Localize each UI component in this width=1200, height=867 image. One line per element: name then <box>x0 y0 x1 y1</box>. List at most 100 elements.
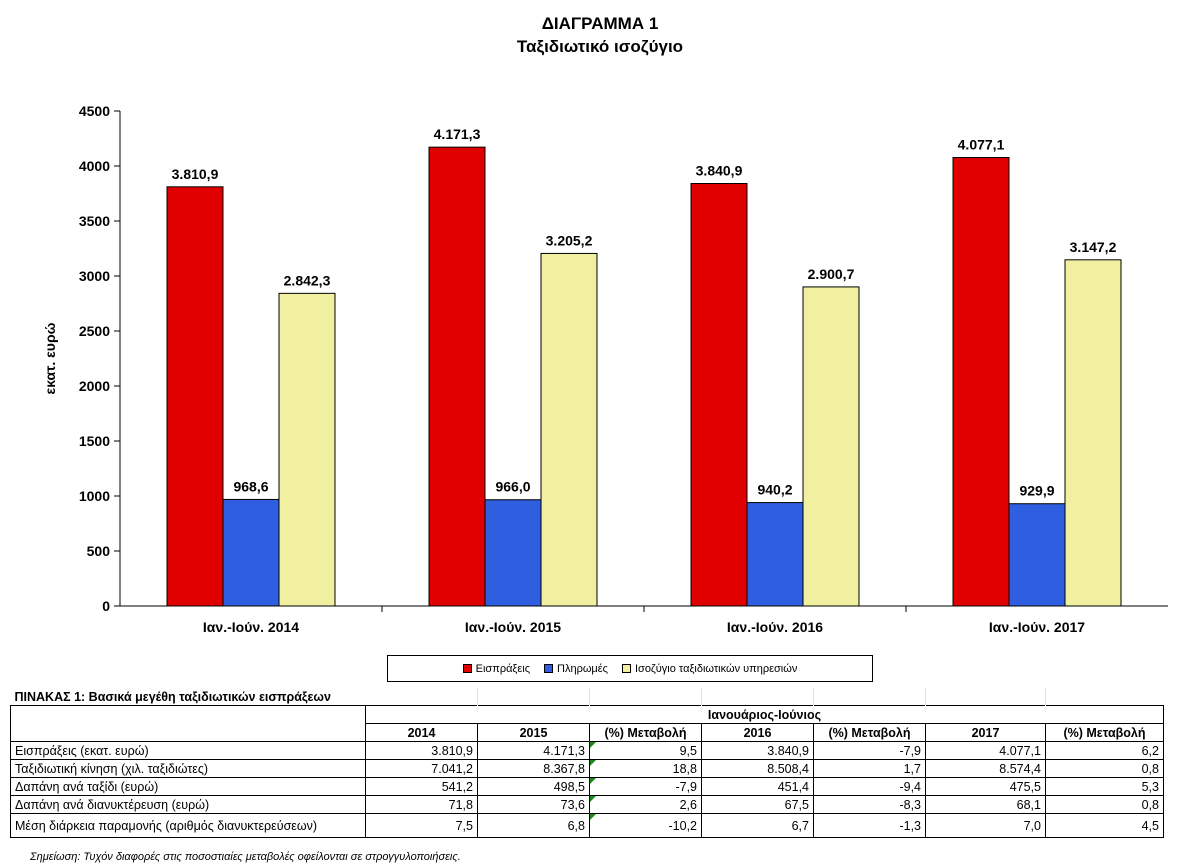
bar-value-label: 3.810,9 <box>172 166 219 182</box>
table-row: Δαπάνη ανά διανυκτέρευση (ευρώ) 71,8 73,… <box>10 795 1164 814</box>
table-cell: 6,7 <box>701 813 814 838</box>
legend-swatch-receipts <box>462 664 472 673</box>
table-cell: 1,7 <box>813 759 926 778</box>
table-cell: 5,3 <box>1045 777 1164 796</box>
bar-balance <box>540 252 598 607</box>
chart-subtitle: Ταξιδιωτικό ισοζύγιο <box>516 37 684 56</box>
row-label: Ταξιδιωτική κίνηση (χιλ. ταξιδιώτες) <box>10 759 366 778</box>
bar-value-label: 968,6 <box>233 478 268 494</box>
table-cell: -9,4 <box>813 777 926 796</box>
bar-receipts <box>952 157 1010 607</box>
bar-payments <box>1008 503 1066 607</box>
table-cell: 6,2 <box>1045 741 1164 760</box>
bar-value-label: 4.171,3 <box>434 126 481 142</box>
bar-value-label: 4.077,1 <box>958 137 1005 153</box>
row-label: Εισπράξεις (εκατ. ευρώ) <box>10 741 366 760</box>
table-cell: 8.574,4 <box>925 759 1046 778</box>
bar-value-label: 3.840,9 <box>696 163 743 179</box>
table-cell: -10,2 <box>589 813 702 838</box>
legend-label-receipts: Εισπράξεις <box>475 662 531 675</box>
legend-item-balance: Ισοζύγιο ταξιδιωτικών υπηρεσιών <box>621 662 798 675</box>
legend-label-balance: Ισοζύγιο ταξιδιωτικών υπηρεσιών <box>634 662 798 675</box>
y-tick-label: 3500 <box>79 213 110 229</box>
chart-legend: Εισπράξεις Πληρωμές Ισοζύγιο ταξιδιωτικώ… <box>387 655 873 682</box>
table-cell: 4,5 <box>1045 813 1164 838</box>
table-cell: 0,8 <box>1045 759 1164 778</box>
y-tick-label: 1500 <box>79 433 110 449</box>
y-tick-label: 3000 <box>79 268 110 284</box>
table-cell: 18,8 <box>589 759 702 778</box>
bar-payments <box>746 502 804 607</box>
table-cell: 68,1 <box>925 795 1046 814</box>
bar-value-label: 3.147,2 <box>1070 239 1117 255</box>
bar-balance <box>802 286 860 607</box>
table-cell: 7.041,2 <box>365 759 478 778</box>
col-header-2016: 2016 <box>701 723 814 742</box>
col-header-change-2016: (%) Μεταβολή <box>813 723 926 742</box>
table-cell: 8.367,8 <box>477 759 590 778</box>
bar-balance <box>1064 259 1122 607</box>
row-label: Δαπάνη ανά ταξίδι (ευρώ) <box>10 777 366 796</box>
table-caption-row: ΠΙΝΑΚΑΣ 1: Βασικά μεγέθη ταξιδιωτικών ει… <box>11 688 1164 706</box>
table-cell: 475,5 <box>925 777 1046 796</box>
table-cell: 6,8 <box>477 813 590 838</box>
x-tick-label: Ιαν.-Ιούν. 2015 <box>465 619 561 635</box>
y-tick-label: 4000 <box>79 158 110 174</box>
bar-value-label: 2.900,7 <box>808 266 855 282</box>
table-cell: 8.508,4 <box>701 759 814 778</box>
table-row: Μέση διάρκεια παραμονής (αριθμός διανυκτ… <box>10 813 1164 838</box>
table-cell: 0,8 <box>1045 795 1164 814</box>
bar-balance <box>278 292 336 607</box>
table-row: Δαπάνη ανά ταξίδι (ευρώ) 541,2 498,5 -7,… <box>10 777 1164 796</box>
chart-title: ΔΙΑΓΡΑΜΜΑ 1 <box>541 14 659 33</box>
bar-value-label: 966,0 <box>495 479 530 495</box>
table-cell: 7,5 <box>365 813 478 838</box>
table-group-header: Ιανουάριος-Ιούνιος <box>365 705 1164 724</box>
table-cell: 67,5 <box>701 795 814 814</box>
table-group-header-row: Ιανουάριος-Ιούνιος <box>10 705 1164 742</box>
bar-receipts <box>166 186 224 607</box>
y-tick-label: 4500 <box>79 103 110 119</box>
x-tick-label: Ιαν.-Ιούν. 2016 <box>727 619 823 635</box>
bar-value-label: 2.842,3 <box>284 272 331 288</box>
legend-label-payments: Πληρωμές <box>557 662 608 675</box>
table-corner-cell <box>10 705 366 742</box>
table-cell: 73,6 <box>477 795 590 814</box>
bar-value-label: 3.205,2 <box>546 232 593 248</box>
stats-table: ΠΙΝΑΚΑΣ 1: Βασικά μεγέθη ταξιδιωτικών ει… <box>10 688 1164 838</box>
table-caption: ΠΙΝΑΚΑΣ 1: Βασικά μεγέθη ταξιδιωτικών ει… <box>14 689 331 704</box>
table-row: Ταξιδιωτική κίνηση (χιλ. ταξιδιώτες) 7.0… <box>10 759 1164 778</box>
table-cell: 4.077,1 <box>925 741 1046 760</box>
row-label: Μέση διάρκεια παραμονής (αριθμός διανυκτ… <box>10 813 366 838</box>
table-cell: 3.840,9 <box>701 741 814 760</box>
table-cell: 9,5 <box>589 741 702 760</box>
col-header-change-2017: (%) Μεταβολή <box>1045 723 1164 742</box>
table-cell: 541,2 <box>365 777 478 796</box>
table-cell: 3.810,9 <box>365 741 478 760</box>
table-footnote: Σημείωση: Τυχόν διαφορές στις ποσοστιαίε… <box>30 851 461 863</box>
table-cell: -7,9 <box>813 741 926 760</box>
y-tick-label: 2000 <box>79 378 110 394</box>
row-label: Δαπάνη ανά διανυκτέρευση (ευρώ) <box>10 795 366 814</box>
table-cell: 2,6 <box>589 795 702 814</box>
legend-swatch-payments <box>544 664 554 673</box>
table-cell: 498,5 <box>477 777 590 796</box>
y-tick-label: 500 <box>87 543 111 559</box>
x-tick-label: Ιαν.-Ιούν. 2017 <box>989 619 1085 635</box>
bar-chart: 0 500 1000 1500 2000 2500 3000 3500 4000 4500 εκατ… <box>42 103 1168 635</box>
bar-receipts <box>428 146 486 607</box>
col-header-2017: 2017 <box>925 723 1046 742</box>
y-tick-label: 2500 <box>79 323 110 339</box>
bar-value-label: 929,9 <box>1019 483 1054 499</box>
legend-item-payments: Πληρωμές <box>544 663 608 675</box>
x-tick-label: Ιαν.-Ιούν. 2014 <box>203 619 299 635</box>
col-header-2015: 2015 <box>477 723 590 742</box>
legend-item-receipts: Εισπράξεις <box>462 662 531 675</box>
table-cell: 7,0 <box>925 813 1046 838</box>
table-cell: 4.171,3 <box>477 741 590 760</box>
table-row: Εισπράξεις (εκατ. ευρώ) 3.810,9 4.171,3 … <box>10 741 1164 760</box>
y-tick-label: 0 <box>102 598 110 614</box>
bar-value-label: 940,2 <box>757 482 792 498</box>
table-cell: -8,3 <box>813 795 926 814</box>
bar-payments <box>222 498 280 607</box>
